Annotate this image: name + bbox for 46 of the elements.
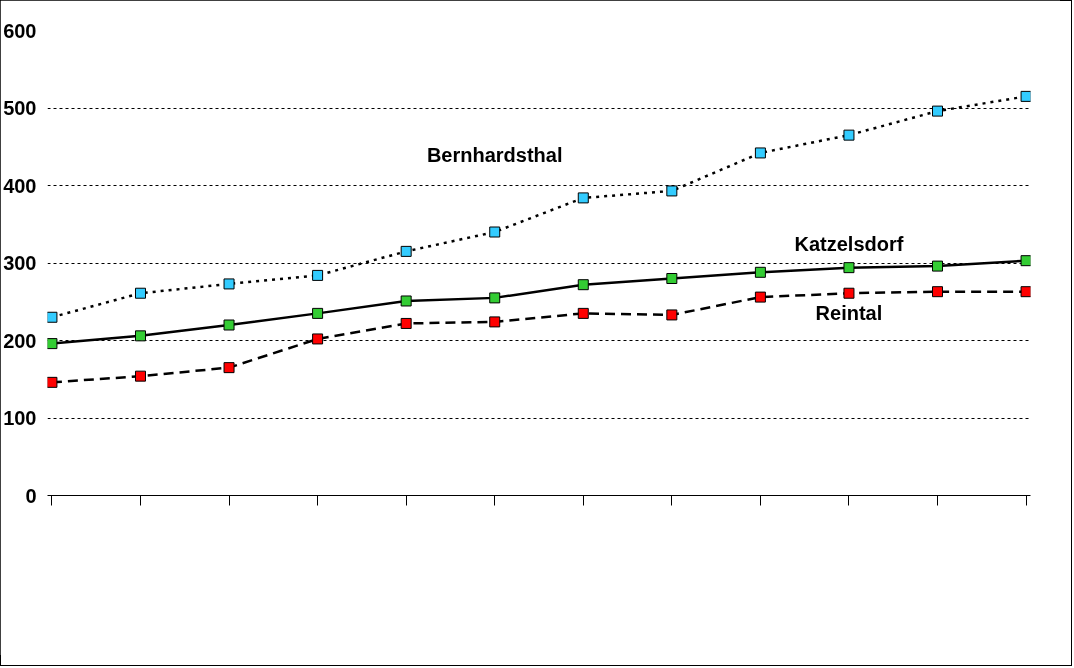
point [400,245,412,257]
point [47,376,58,388]
point [134,370,146,382]
point [1020,255,1031,267]
y-tick-label: 600 [3,19,37,42]
point [134,330,146,342]
point [134,287,146,299]
point [666,273,678,284]
point [312,269,324,281]
y-tick-label: 400 [3,174,37,197]
point [754,147,766,159]
y-tick-label: 100 [3,407,37,429]
point [666,185,678,197]
series-label: Katzelsdorf [794,233,904,256]
point [577,279,589,291]
point [1020,286,1031,298]
point [843,262,855,274]
point [754,291,766,303]
point [932,286,944,298]
point [754,266,766,278]
series-label: Bernhardsthal [426,143,563,166]
point [489,292,501,304]
point [932,105,944,117]
point [400,317,412,329]
point [223,319,235,331]
y-tick-label: 500 [3,97,37,119]
point [223,278,235,290]
point [577,307,589,319]
point [577,192,589,204]
point [843,287,855,299]
y-tick-label: 200 [3,329,37,352]
point [666,309,678,321]
point [223,362,235,374]
point [312,307,324,319]
point [489,316,501,328]
point [47,311,58,323]
y-tick-label: 0 [25,484,37,507]
series-label: Reintal [815,301,883,324]
point [489,226,501,238]
point [312,333,324,345]
point [47,338,58,350]
point [400,295,412,307]
point [1020,90,1031,102]
point [843,129,855,141]
point [932,260,944,272]
y-tick-label: 300 [3,252,37,274]
